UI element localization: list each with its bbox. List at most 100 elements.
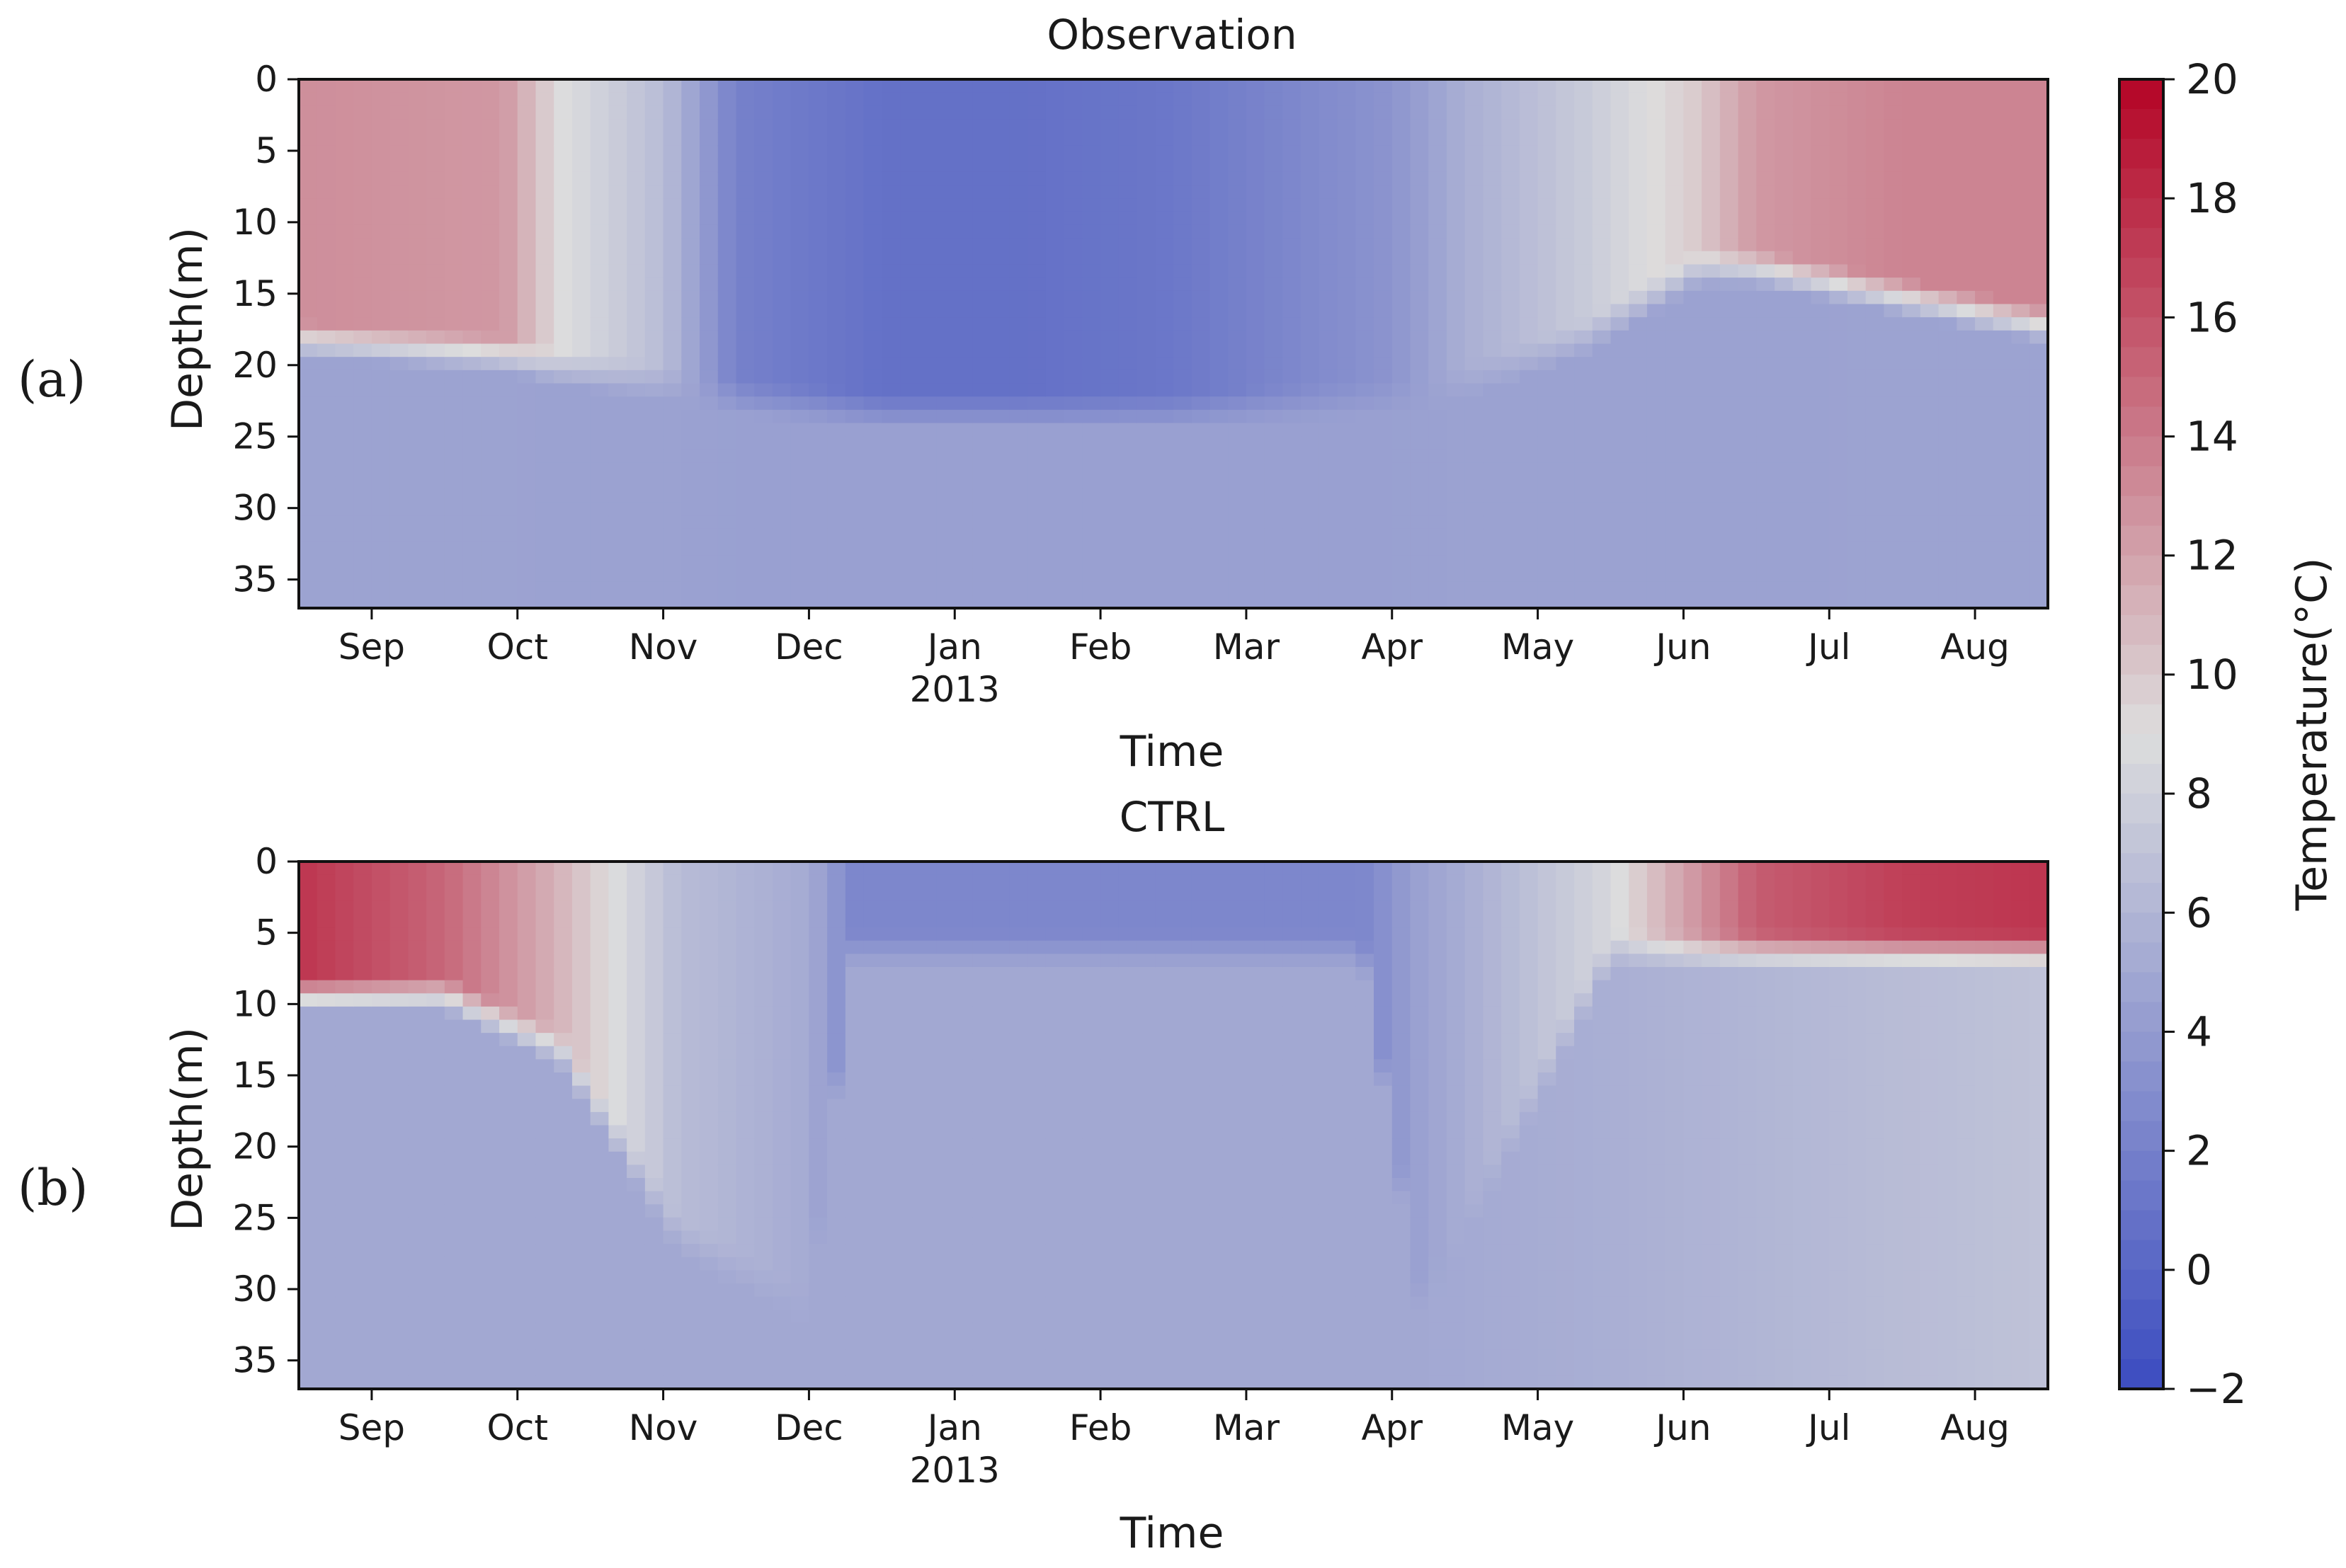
heatmap-cell [717,92,737,107]
heatmap-cell [663,317,683,331]
heatmap-cell [1464,211,1484,226]
heatmap-cell [1337,264,1357,278]
heatmap-cell [1264,238,1284,252]
heatmap-cell [1902,330,1921,345]
heatmap-cell [1009,159,1028,173]
panel-b-ylabel: Depth(m) [163,1027,212,1231]
heatmap-cell [900,224,919,239]
heatmap-cell [1775,119,1794,133]
heatmap-cell [1228,409,1247,424]
heatmap-cell [627,555,646,569]
heatmap-cell [1738,211,1758,226]
heatmap-cell [1920,132,1940,147]
heatmap-cell [371,502,391,517]
heatmap-cell [1811,396,1830,411]
heatmap-cell [1064,343,1083,357]
heatmap-cell [827,79,846,93]
heatmap-cell [1501,171,1520,186]
heatmap-cell [1683,488,1702,503]
heatmap-cell [462,383,482,398]
heatmap-cell [1738,542,1758,556]
heatmap-cell [1993,370,2012,384]
heatmap-cell [955,290,974,305]
heatmap-cell [590,1111,610,1126]
heatmap-cell [317,304,336,318]
heatmap-cell [863,198,883,212]
heatmap-cell [444,954,464,968]
heatmap-cell [1137,476,1156,490]
heatmap-cell [353,1164,372,1179]
heatmap-cell [1228,251,1247,265]
heatmap-cell [1428,555,1447,569]
heatmap-cell [717,105,737,120]
heatmap-cell [1775,502,1794,517]
heatmap-cell [371,132,391,147]
heatmap-cell [1428,357,1447,371]
heatmap-cell [1629,159,1648,173]
heatmap-cell [1847,343,1867,357]
heatmap-cell [499,1072,518,1087]
heatmap-cell [1865,290,1885,305]
heatmap-cell [1410,449,1430,464]
heatmap-cell [1738,264,1758,278]
heatmap-cell [700,1085,719,1100]
heatmap-cell [1629,264,1648,278]
heatmap-cell [681,343,700,357]
heatmap-cell [426,251,445,265]
heatmap-cell [444,105,464,120]
heatmap-cell [299,1111,318,1126]
heatmap-cell [571,927,591,942]
heatmap-cell [1610,409,1630,424]
heatmap-cell [827,568,846,583]
heatmap-cell [1155,198,1174,212]
heatmap-cell [590,874,610,889]
heatmap-cell [1155,568,1174,583]
heatmap-cell [1957,462,1976,477]
heatmap-cell [1829,105,1848,120]
heatmap-cell [1027,343,1047,357]
heatmap-cell [1337,159,1357,173]
heatmap-cell [1683,317,1702,331]
heatmap-cell [535,1033,555,1047]
heatmap-cell [317,119,336,133]
heatmap-cell [845,357,865,371]
heatmap-cell [590,462,610,477]
heatmap-cell [754,1296,773,1311]
heatmap-cell [1975,515,1994,530]
heatmap-cell [608,940,627,955]
heatmap-cell [1975,502,1994,517]
heatmap-cell [1246,277,1265,292]
heatmap-cell [1391,119,1411,133]
heatmap-cell [736,1310,756,1324]
heatmap-cell [1446,79,1466,93]
heatmap-cell [1391,542,1411,556]
heatmap-cell [1027,119,1047,133]
heatmap-cell [462,105,482,120]
heatmap-cell [426,211,445,226]
heatmap-cell [426,383,445,398]
heatmap-cell [444,1283,464,1298]
heatmap-cell [389,211,409,226]
heatmap-cell [772,462,792,477]
heatmap-cell [371,993,391,1007]
heatmap-cell [1556,595,1575,609]
heatmap-cell [335,211,354,226]
heatmap-cell [1756,132,1775,147]
heatmap-cell [499,528,518,543]
heatmap-cell [371,330,391,345]
heatmap-cell [1045,462,1065,477]
heatmap-cell [1282,224,1302,239]
heatmap-cell [590,159,610,173]
heatmap-cell [371,1138,391,1152]
heatmap-cell [499,423,518,437]
heatmap-cell [1519,185,1539,199]
heatmap-cell [1246,224,1265,239]
heatmap-cell [717,436,737,450]
heatmap-cell [335,1296,354,1311]
heatmap-cell [481,251,500,265]
heatmap-cell [1702,105,1721,120]
heatmap-cell [1191,449,1211,464]
heatmap-cell [754,1230,773,1244]
heatmap-cell [481,542,500,556]
heatmap-cell [408,862,427,876]
